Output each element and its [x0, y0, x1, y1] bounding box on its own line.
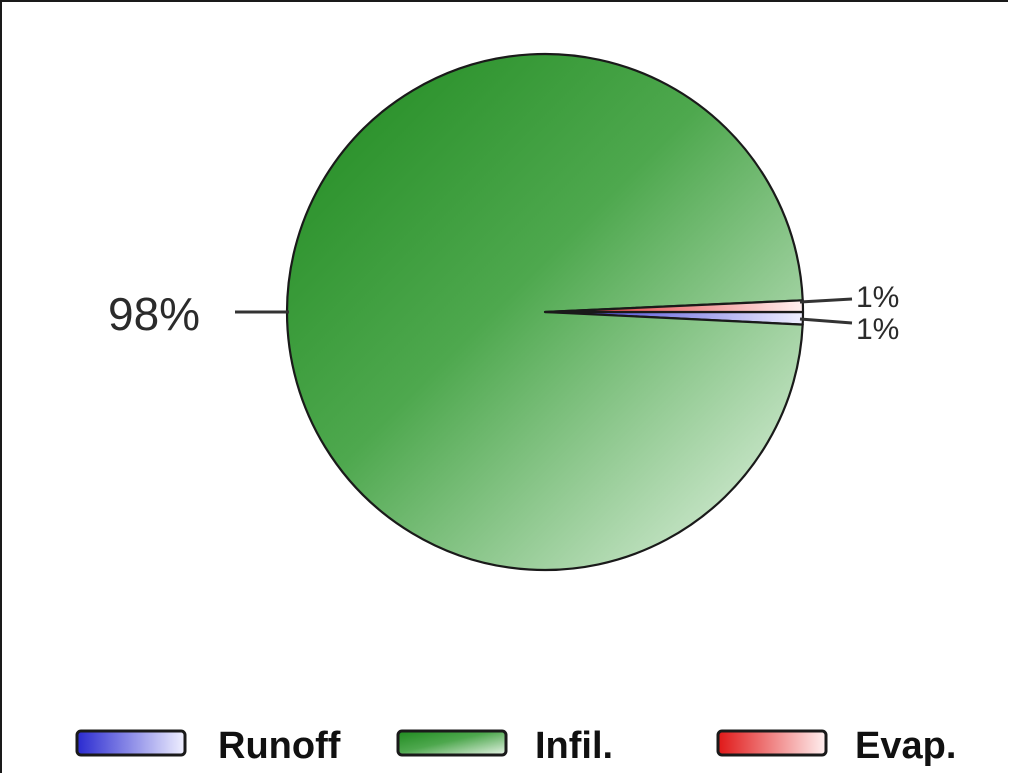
- legend-swatch-evap: [716, 729, 828, 757]
- legend-swatch-infil: [396, 729, 508, 757]
- slice-label-infil: 98%: [108, 288, 200, 340]
- slice-label-evap: 1%: [856, 281, 899, 314]
- legend-label-runoff: Runoff: [218, 725, 341, 767]
- legend-label-infil: Infil.: [535, 725, 613, 767]
- slice-label-runoff: 1%: [856, 313, 899, 346]
- legend-swatch-runoff: [75, 729, 187, 757]
- legend-label-evap: Evap.: [855, 725, 956, 767]
- pie-slice-evap: [543, 299, 805, 314]
- legend: Runoff Infil. Evap.: [75, 725, 956, 767]
- leader-line: [799, 297, 853, 304]
- leader-line: [799, 317, 853, 325]
